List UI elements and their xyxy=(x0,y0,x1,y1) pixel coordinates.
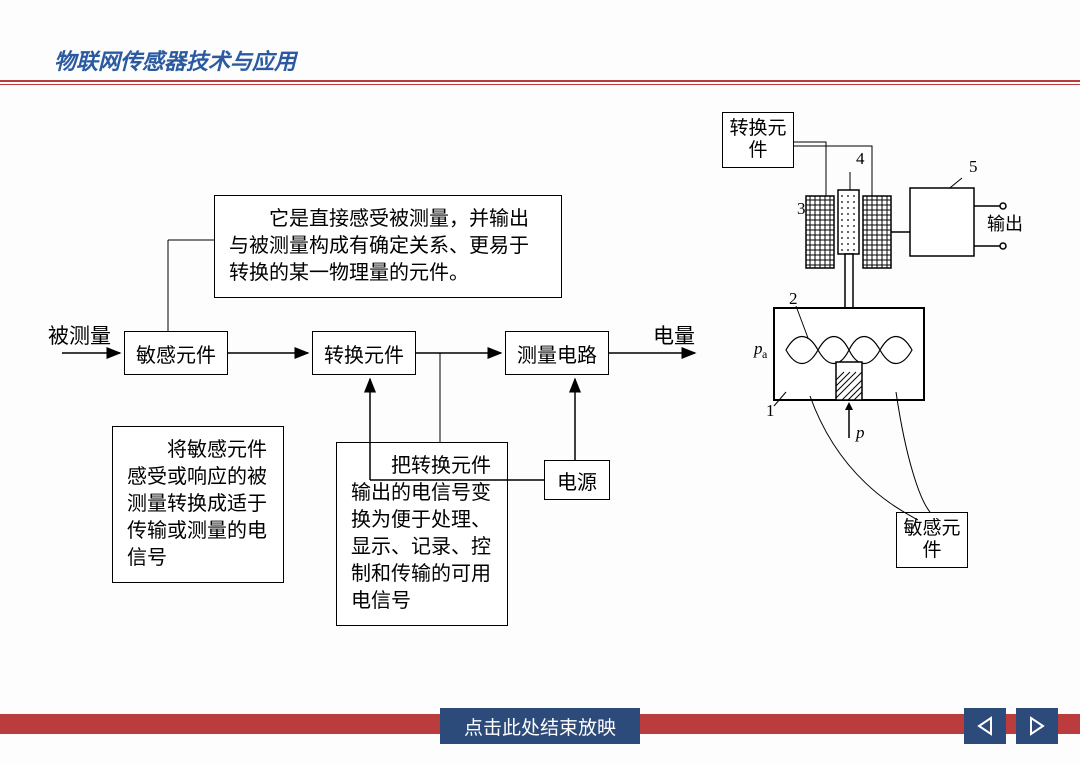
svg-text:p: p xyxy=(855,423,865,442)
prev-icon xyxy=(974,715,996,737)
next-icon xyxy=(1026,715,1048,737)
end-slideshow-button[interactable]: 点击此处结束放映 xyxy=(440,708,640,744)
flow-arrows xyxy=(0,0,730,520)
svg-text:输出: 输出 xyxy=(987,214,1023,234)
prev-button[interactable] xyxy=(964,708,1006,744)
svg-text:3: 3 xyxy=(797,199,806,218)
svg-text:a: a xyxy=(762,347,768,361)
svg-text:4: 4 xyxy=(856,149,865,168)
next-button[interactable] xyxy=(1016,708,1058,744)
svg-text:1: 1 xyxy=(766,401,775,420)
svg-text:2: 2 xyxy=(789,289,798,308)
svg-text:5: 5 xyxy=(969,157,978,176)
device-diagram: 转换元件 敏感元件 3 4 5 xyxy=(700,100,1060,580)
